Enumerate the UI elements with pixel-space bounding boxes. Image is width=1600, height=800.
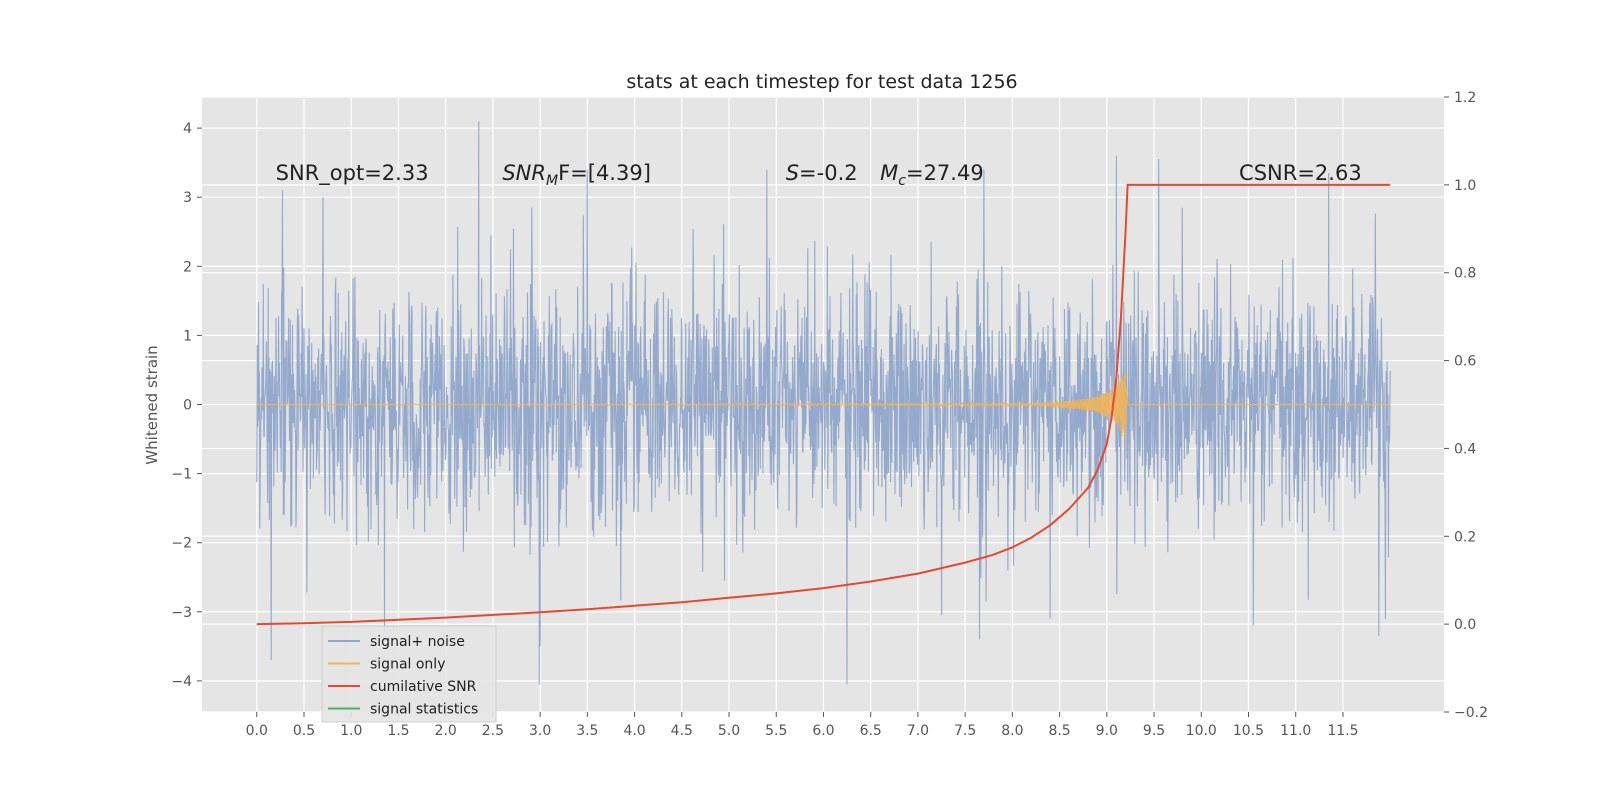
y-tick-label: −4 [171,674,192,690]
x-tick-label: 10.0 [1186,723,1217,739]
legend-label: signal+ noise [370,634,465,650]
annotation-text: CSNR=2.63 [1239,161,1362,185]
chart-title: stats at each timestep for test data 125… [626,71,1017,93]
x-tick-label: 5.5 [765,723,787,739]
x-tick-label: 9.5 [1143,723,1165,739]
y-tick-label: −1 [171,467,192,483]
x-tick-label: 3.5 [576,723,598,739]
y-tick-label: −2 [171,536,192,552]
series-signal-noise-line [256,121,1391,685]
x-tick-label: 0.5 [293,723,315,739]
x-tick-label: 2.0 [435,723,457,739]
x-tick-label: 7.0 [907,723,929,739]
y2-tick-label: 0.4 [1454,441,1476,457]
x-tick-label: 2.5 [482,723,504,739]
legend-label: signal statistics [370,702,478,718]
x-tick-label: 11.0 [1280,723,1311,739]
x-tick-label: 10.5 [1233,723,1264,739]
y-tick-label: 2 [183,259,192,275]
axes: 0.0 0.5 1.0 1.5 2.0 2.5 3.0 3.5 4.0 4.5 5.0 5.5 6.0 6… [171,90,1488,739]
x-tick-label: 1.0 [340,723,362,739]
x-tick-label: 11.5 [1327,723,1358,739]
x-tick-label: 3.0 [529,723,551,739]
y-axis-label: Whitened strain [143,345,161,464]
x-tick-label: 8.0 [1001,723,1023,739]
x-tick-label: 4.0 [623,723,645,739]
y2-tick-label: −0.2 [1454,705,1488,721]
y2-tick-label: 0.8 [1454,266,1476,282]
series-cumulative-snr-line [256,183,1391,626]
legend-label: cumilative SNR [370,679,477,695]
y2-tick-label: 0.0 [1454,617,1476,633]
x-tick-label: 9.0 [1096,723,1118,739]
annotation-text: SNR_opt=2.33 [276,161,429,186]
x-tick-label: 8.5 [1048,723,1070,739]
x-tick-label: 4.5 [671,723,693,739]
x-tick-label: 1.5 [387,723,409,739]
y-tick-label: 3 [183,190,192,206]
y2-tick-label: 1.0 [1454,178,1476,194]
legend-label: signal only [370,657,445,673]
y-tick-label: 0 [183,398,192,414]
x-tick-label: 6.0 [812,723,834,739]
x-tick-label: 6.5 [860,723,882,739]
x-tick-label: 7.5 [954,723,976,739]
y-tick-label: 4 [183,121,192,137]
x-tick-label: 5.0 [718,723,740,739]
y2-tick-label: 1.2 [1454,90,1476,106]
annotations: SNR_opt=2.33 SNRMF=[4.39] S=-0.2 Mc=27.49 CS… [276,161,1362,189]
y-tick-label: 1 [183,328,192,344]
series-layer [256,121,1391,685]
y2-tick-label: 0.6 [1454,354,1476,370]
y-tick-label: −3 [171,605,192,621]
annotation-text: S=-0.2 [786,161,858,185]
series-signal-only-line [256,371,1391,440]
x-tick-label: 0.0 [246,723,268,739]
legend: signal+ noise signal only cumilative SNR si… [321,625,497,723]
annotation-text: SNRMF=[4.39] [502,161,651,189]
annotation-text: Mc=27.49 [880,161,984,189]
y2-tick-label: 0.2 [1454,529,1476,545]
